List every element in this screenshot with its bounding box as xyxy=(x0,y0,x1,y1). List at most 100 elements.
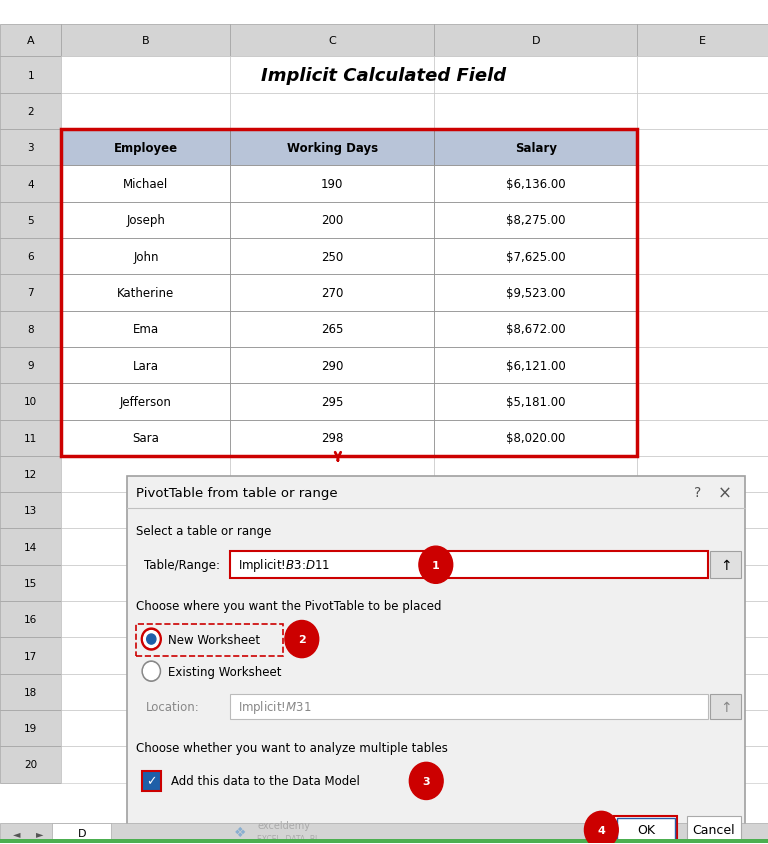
Bar xyxy=(61,311,230,348)
Bar xyxy=(230,203,434,239)
Bar xyxy=(230,384,434,420)
Bar xyxy=(434,637,637,674)
Bar xyxy=(0,239,61,275)
Text: Salary: Salary xyxy=(515,142,557,154)
Bar xyxy=(637,493,768,529)
Text: 2: 2 xyxy=(298,635,306,644)
Bar xyxy=(637,710,768,746)
Bar xyxy=(61,565,230,601)
Text: $5,181.00: $5,181.00 xyxy=(506,395,565,408)
Text: 295: 295 xyxy=(321,395,343,408)
Text: Lara: Lara xyxy=(133,360,159,372)
Text: 9: 9 xyxy=(28,360,34,371)
Bar xyxy=(61,130,230,166)
Bar xyxy=(434,57,637,94)
Bar xyxy=(637,384,768,420)
Bar xyxy=(230,57,434,94)
Bar xyxy=(61,57,230,94)
Bar xyxy=(0,565,61,601)
Bar xyxy=(434,420,637,457)
Text: D: D xyxy=(531,36,540,46)
Bar xyxy=(61,348,230,384)
Text: Choose where you want the PivotTable to be placed: Choose where you want the PivotTable to … xyxy=(136,599,442,612)
Bar xyxy=(434,457,637,493)
Bar xyxy=(710,552,741,579)
Text: 270: 270 xyxy=(321,287,343,300)
Bar xyxy=(61,674,230,710)
Bar xyxy=(434,674,637,710)
Bar xyxy=(637,674,768,710)
Text: 8: 8 xyxy=(28,324,34,334)
Text: 20: 20 xyxy=(24,760,38,770)
Bar xyxy=(230,710,434,746)
Bar xyxy=(61,311,230,348)
Text: 16: 16 xyxy=(24,614,38,625)
Bar xyxy=(434,493,637,529)
Bar xyxy=(230,529,434,565)
Text: C: C xyxy=(328,36,336,46)
Bar xyxy=(434,384,637,420)
Bar xyxy=(0,839,768,843)
Text: Cancel: Cancel xyxy=(693,824,735,836)
Bar xyxy=(637,565,768,601)
Circle shape xyxy=(409,762,443,799)
Text: 11: 11 xyxy=(24,433,38,443)
Text: 13: 13 xyxy=(24,506,38,516)
Bar xyxy=(230,601,434,637)
Bar xyxy=(434,420,637,457)
Bar xyxy=(230,674,434,710)
Text: Jefferson: Jefferson xyxy=(120,395,172,408)
Bar xyxy=(0,311,61,348)
Bar xyxy=(0,57,61,94)
Bar xyxy=(637,457,768,493)
Text: $6,121.00: $6,121.00 xyxy=(506,360,565,372)
Text: Ema: Ema xyxy=(133,323,159,336)
Bar xyxy=(0,637,61,674)
Text: 200: 200 xyxy=(321,214,343,227)
Bar xyxy=(61,275,230,311)
Circle shape xyxy=(419,547,452,584)
Bar xyxy=(61,420,230,457)
Bar xyxy=(0,348,61,384)
Bar xyxy=(614,815,677,844)
Bar xyxy=(230,311,434,348)
Bar xyxy=(434,565,637,601)
Text: Katherine: Katherine xyxy=(118,287,174,300)
Bar xyxy=(61,166,230,203)
Text: Joseph: Joseph xyxy=(127,214,165,227)
Bar xyxy=(0,420,61,457)
Bar xyxy=(434,239,637,275)
Bar xyxy=(637,601,768,637)
Bar xyxy=(230,94,434,130)
Bar xyxy=(0,203,61,239)
Bar xyxy=(61,239,230,275)
Bar xyxy=(434,348,637,384)
Text: ?: ? xyxy=(694,485,701,500)
Bar xyxy=(637,529,768,565)
Bar xyxy=(230,166,434,203)
Text: OK: OK xyxy=(637,824,655,836)
Bar xyxy=(127,477,745,843)
Text: D: D xyxy=(78,828,86,838)
Circle shape xyxy=(144,630,159,647)
Circle shape xyxy=(584,811,618,844)
Bar xyxy=(434,710,637,746)
Text: ✓: ✓ xyxy=(146,775,157,787)
Bar xyxy=(61,25,230,57)
Bar xyxy=(434,203,637,239)
Bar xyxy=(434,746,637,782)
Bar xyxy=(0,25,61,57)
Text: 5: 5 xyxy=(28,215,34,225)
Text: 1: 1 xyxy=(28,71,34,80)
Bar xyxy=(434,166,637,203)
Bar xyxy=(434,25,637,57)
Bar xyxy=(230,275,434,311)
Bar xyxy=(230,420,434,457)
Bar xyxy=(434,601,637,637)
Text: Location:: Location: xyxy=(146,701,200,713)
Bar xyxy=(142,771,161,791)
Circle shape xyxy=(285,620,319,657)
Bar xyxy=(61,239,230,275)
Text: Sara: Sara xyxy=(133,431,159,445)
Bar xyxy=(0,457,61,493)
